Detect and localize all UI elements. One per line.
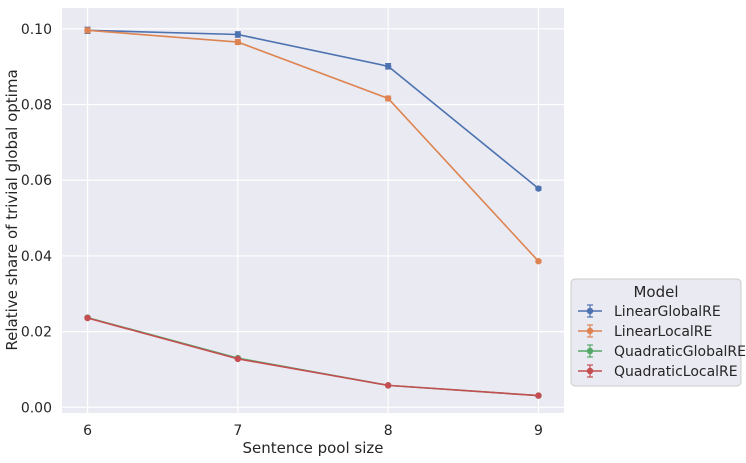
legend-marker [586,307,594,315]
data-point [535,185,542,192]
legend: Model LinearGlobalRE LinearLocalRE Quadrat… [570,278,746,387]
x-tick-label: 6 [83,423,92,439]
legend-marker [586,367,594,375]
data-point [234,31,242,38]
y-tick-label: 0.10 [21,22,52,38]
legend-label: QuadraticGlobalRE [614,344,746,360]
data-point [535,258,542,265]
legend-box [570,278,742,387]
legend-label: LinearLocalRE [614,324,712,340]
data-point [384,63,392,70]
legend-entry: QuadraticGlobalRE [578,344,746,360]
series-QuadraticLocalRE [84,314,542,399]
x-tick-label: 7 [233,423,242,439]
x-tick-label: 9 [534,423,543,439]
series-line [87,29,539,190]
legend-title: Model [633,283,678,301]
legend-items: LinearGlobalRE LinearLocalRE QuadraticGlob… [578,304,746,380]
plot-background [62,8,564,413]
ticks: 6 7 8 9 0.00 0.02 0.04 0.06 0.08 0.10 [21,22,543,439]
y-tick-label: 0.04 [21,249,52,265]
legend-entry: LinearLocalRE [578,324,712,340]
legend-label: QuadraticLocalRE [614,364,738,380]
legend-marker [586,347,594,355]
data-point [234,38,242,46]
legend-entry: LinearGlobalRE [578,304,721,320]
grid [62,8,564,413]
series-line [87,317,539,397]
series-layer [84,26,542,399]
y-tick-label: 0.00 [21,400,52,416]
data-point [84,27,91,34]
y-tick-label: 0.02 [21,325,52,341]
y-tick-label: 0.08 [21,98,52,114]
legend-marker [586,327,594,335]
data-point [535,392,542,399]
data-point [84,314,91,322]
x-tick-label: 8 [384,423,393,439]
y-axis-label: Relative share of trivial global optima [3,69,21,350]
series-LinearLocalRE [84,27,542,265]
legend-label: LinearGlobalRE [614,304,721,320]
series-line [87,29,540,262]
data-point [234,355,242,363]
x-axis-label: Sentence pool size [242,439,383,457]
legend-entry: QuadraticLocalRE [578,364,738,380]
data-point [384,95,392,102]
y-tick-label: 0.06 [21,173,52,189]
data-point [384,382,392,389]
